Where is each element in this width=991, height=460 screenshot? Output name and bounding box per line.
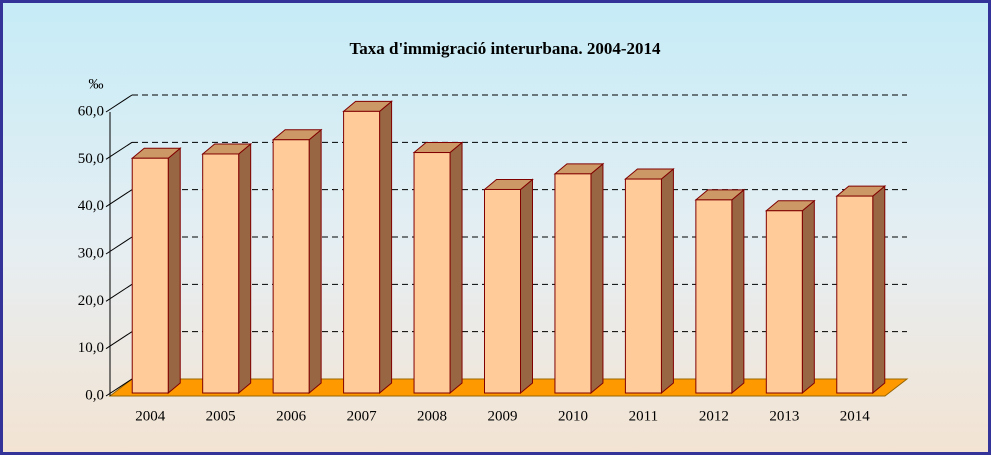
x-tick-label: 2007: [347, 408, 378, 424]
bar-side: [873, 186, 885, 393]
chart-title: Taxa d'immigració interurbana. 2004-2014: [349, 39, 661, 58]
bar: [414, 153, 450, 393]
bar: [766, 211, 802, 393]
bar: [203, 154, 239, 393]
y-tick-label: 40,0: [78, 198, 104, 214]
y-tick-label: 60,0: [78, 103, 104, 119]
x-tick-label: 2014: [840, 408, 871, 424]
x-tick-label: 2011: [629, 408, 658, 424]
bar: [273, 140, 309, 393]
bar-side: [450, 143, 462, 393]
y-tick-label: 0,0: [85, 387, 104, 403]
y-tick-label: 50,0: [78, 151, 104, 167]
x-tick-label: 2012: [699, 408, 729, 424]
bar: [625, 179, 661, 393]
bar: [555, 174, 591, 393]
x-tick-label: 2009: [488, 408, 518, 424]
y-tick-label: 10,0: [78, 340, 104, 356]
bar-side: [309, 130, 321, 393]
x-tick-label: 2005: [206, 408, 236, 424]
bar: [696, 200, 732, 393]
x-tick-label: 2004: [135, 408, 166, 424]
x-tick-label: 2006: [276, 408, 307, 424]
y-unit: ‰: [89, 76, 104, 92]
bar-side: [521, 179, 533, 393]
bar-side: [802, 201, 814, 393]
bar-side: [380, 101, 392, 393]
bar-side: [732, 190, 744, 393]
x-tick-label: 2008: [417, 408, 447, 424]
x-tick-label: 2010: [558, 408, 588, 424]
chart: Taxa d'immigració interurbana. 2004-2014…: [0, 0, 991, 455]
bar: [344, 111, 380, 393]
y-tick-label: 30,0: [78, 245, 104, 261]
bar: [485, 189, 521, 393]
bar-side: [591, 164, 603, 393]
bar-side: [661, 169, 673, 393]
y-tick-label: 20,0: [78, 293, 104, 309]
bar-side: [239, 144, 251, 393]
bar: [132, 158, 168, 393]
bar-side: [168, 148, 180, 393]
x-tick-label: 2013: [769, 408, 799, 424]
bar: [837, 196, 873, 393]
